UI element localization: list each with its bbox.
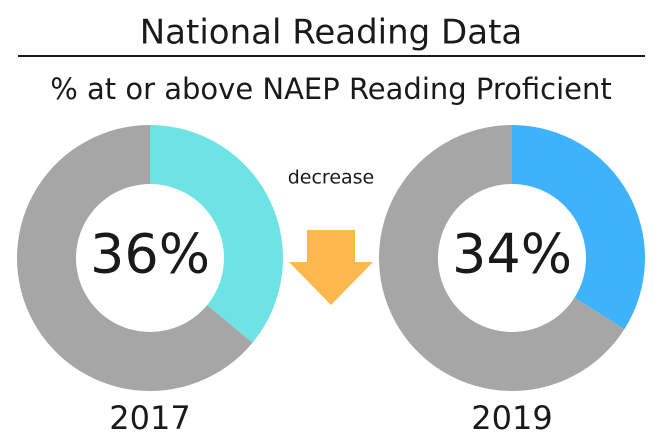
year-label: 2019 — [471, 399, 552, 437]
value-label: 36% — [90, 223, 210, 286]
decrease-arrow — [289, 230, 373, 305]
title: National Reading Data — [140, 13, 522, 53]
donut-segment — [512, 125, 645, 330]
value-label: 34% — [452, 223, 572, 286]
donut-segment — [17, 125, 253, 391]
year-label: 2017 — [109, 399, 190, 437]
annotation: decrease — [288, 167, 375, 189]
subtitle: % at or above NAEP Reading Proficient — [50, 72, 612, 106]
donut-segment — [379, 125, 625, 391]
donut-segment — [150, 125, 284, 343]
